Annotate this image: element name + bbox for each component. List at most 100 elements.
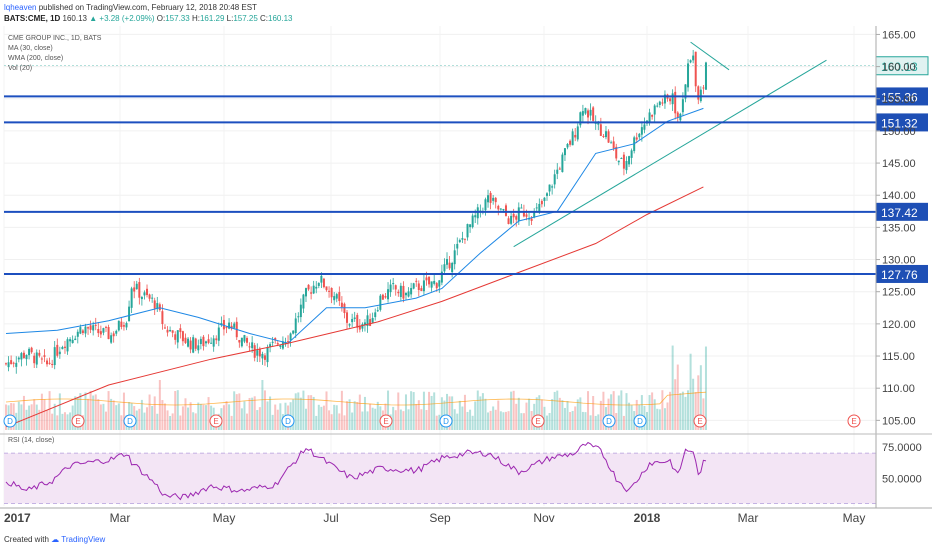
- wma200-line: [5, 186, 704, 428]
- candle-body: [387, 289, 390, 300]
- candle-body: [353, 317, 356, 319]
- candle-body: [694, 51, 697, 87]
- volume-bar: [110, 398, 113, 430]
- volume-bar: [112, 400, 115, 430]
- candle-body: [610, 142, 613, 144]
- y-tick-label: 115.00: [882, 351, 915, 363]
- candle-body: [299, 304, 302, 318]
- tradingview-brand[interactable]: TradingView: [61, 535, 106, 544]
- volume-bar: [51, 413, 54, 430]
- volume-bar: [661, 390, 664, 430]
- volume-bar: [579, 397, 582, 430]
- candle-body: [333, 296, 336, 301]
- volume-bar: [453, 409, 456, 430]
- candle-body: [525, 214, 528, 217]
- candle-body: [384, 296, 387, 298]
- volume-bar: [502, 412, 505, 430]
- volume-bar: [504, 411, 507, 430]
- candle-body: [658, 101, 661, 105]
- volume-bar: [171, 413, 174, 430]
- candle-body: [546, 193, 549, 196]
- volume-bar: [138, 408, 141, 430]
- volume-bar: [87, 398, 90, 430]
- candle-body: [512, 213, 515, 218]
- candle-body: [243, 335, 246, 342]
- candle-body: [363, 322, 366, 325]
- volume-bar: [681, 391, 684, 430]
- candle-body: [397, 291, 400, 294]
- volume-bar: [561, 400, 564, 430]
- candle-body: [22, 352, 25, 358]
- volume-bar: [63, 412, 66, 430]
- volume-bar: [53, 403, 56, 430]
- candle-body: [561, 154, 564, 173]
- candle-body: [92, 325, 95, 331]
- volume-bar: [153, 396, 156, 430]
- candle-body: [543, 197, 546, 201]
- candle-body: [615, 146, 618, 159]
- volume-bar: [494, 409, 497, 430]
- x-tick-label: Jul: [323, 511, 338, 525]
- candle-body: [112, 333, 115, 337]
- volume-bar: [256, 410, 259, 430]
- volume-bar: [161, 400, 164, 430]
- candle-body: [15, 362, 18, 367]
- candle-body: [399, 285, 402, 297]
- volume-bar: [346, 401, 349, 430]
- candle-body: [140, 297, 143, 300]
- x-tick-label: May: [843, 511, 866, 525]
- volume-bar: [66, 414, 69, 430]
- candle-body: [581, 111, 584, 116]
- volume-bar: [425, 409, 428, 430]
- volume-bar: [658, 409, 661, 430]
- level-tag: [876, 202, 928, 221]
- candle-body: [528, 218, 531, 220]
- candle-body: [366, 315, 369, 327]
- volume-bar: [651, 392, 654, 430]
- volume-bar: [697, 375, 700, 430]
- level-tag-label: 151.32: [881, 116, 918, 130]
- candle-body: [35, 352, 38, 365]
- candle-body: [279, 345, 282, 348]
- candle-body: [415, 280, 418, 282]
- candle-body: [128, 306, 131, 322]
- candle-body: [230, 325, 233, 329]
- candle-body: [430, 281, 433, 288]
- candle-body: [115, 330, 118, 334]
- candle-body: [369, 319, 372, 326]
- candle-body: [451, 263, 454, 273]
- candle-body: [130, 288, 133, 308]
- candle-body: [704, 62, 707, 90]
- y-tick-label: 145.00: [882, 158, 916, 170]
- author-link[interactable]: lqheaven: [4, 3, 37, 12]
- volume-bar: [294, 393, 297, 430]
- candle-body: [517, 207, 520, 222]
- event-marker-label: D: [443, 417, 449, 426]
- candle-body: [176, 330, 179, 343]
- volume-bar: [89, 390, 92, 430]
- published-text: published on TradingView.com, February 1…: [38, 3, 257, 12]
- candle-body: [671, 93, 674, 105]
- candle-body: [199, 338, 202, 345]
- volume-bar: [374, 408, 377, 430]
- volume-bar: [151, 406, 154, 430]
- volume-bar: [412, 392, 415, 430]
- volume-bar: [122, 392, 125, 430]
- volume-bar: [458, 400, 461, 430]
- volume-bar: [569, 412, 572, 430]
- candle-body: [330, 287, 333, 298]
- volume-bar: [228, 404, 231, 430]
- last-price: 160.13: [62, 14, 87, 23]
- volume-bar: [251, 397, 254, 430]
- candle-body: [246, 338, 249, 343]
- candle-body: [684, 84, 687, 99]
- volume-bar: [422, 391, 425, 430]
- chart-canvas[interactable]: 155.36 151.32 137.42 127.76 160.13 D E D E D E D E D…: [0, 26, 932, 530]
- volume-bar: [463, 394, 466, 430]
- volume-bar: [166, 410, 169, 430]
- earnings-marker-icon: [379, 414, 393, 428]
- candle-body: [640, 127, 643, 135]
- volume-bar: [404, 394, 407, 430]
- volume-bar: [520, 413, 523, 430]
- candle-body: [307, 284, 310, 290]
